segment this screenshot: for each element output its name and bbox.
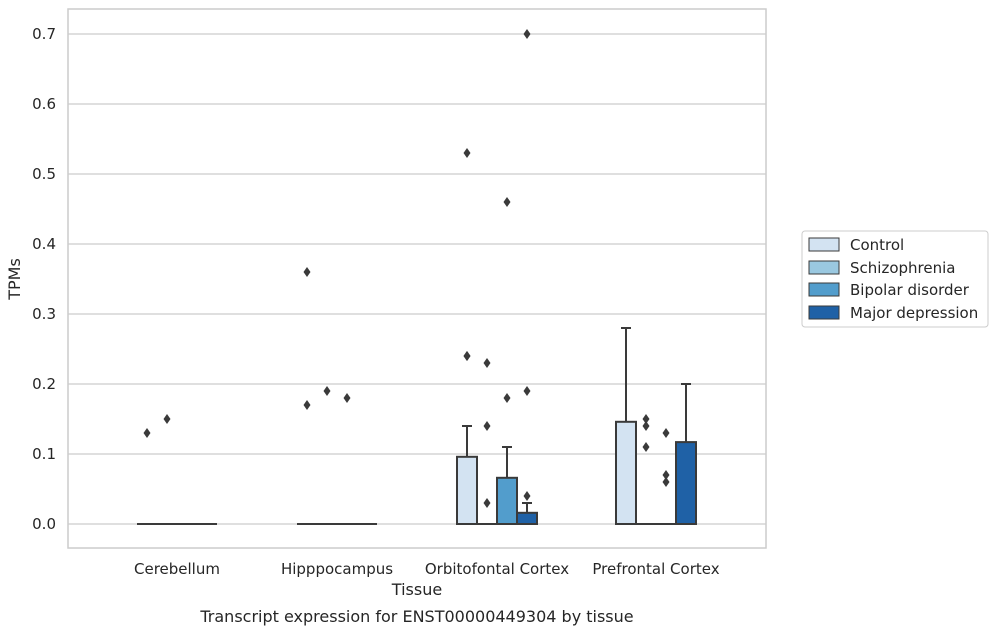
outlier-point <box>642 421 650 431</box>
outlier-point <box>662 470 670 480</box>
outlier-point <box>642 442 650 452</box>
outlier-point <box>463 148 471 158</box>
legend-swatch-control <box>808 237 840 252</box>
y-tick-label: 0.6 <box>32 95 56 113</box>
y-tick-label: 0.1 <box>32 445 56 463</box>
x-tick-label: Orbitofontal Cortex <box>425 560 569 578</box>
outlier-point <box>463 351 471 361</box>
outlier-point <box>303 400 311 410</box>
box <box>675 383 697 526</box>
box <box>456 425 478 525</box>
box-body <box>456 455 478 525</box>
y-tick-label: 0.2 <box>32 375 56 393</box>
legend-frame <box>801 230 989 328</box>
outlier-point <box>143 428 151 438</box>
legend-label-control: Control <box>850 236 904 254</box>
outlier-point <box>523 491 531 501</box>
x-tick-labels: Cerebellum Hipppocampus Orbitofontal Corte… <box>134 560 720 578</box>
outlier-point <box>483 358 491 368</box>
legend-label-schizophrenia: Schizophrenia <box>850 259 955 277</box>
legend: Control Schizophrenia Bipolar disorder M… <box>801 230 989 328</box>
outlier-point <box>483 498 491 508</box>
y-tick-label: 0.3 <box>32 305 56 323</box>
plot-frame <box>67 8 767 549</box>
y-tick-label: 0.5 <box>32 165 56 183</box>
boxes <box>137 327 697 526</box>
y-tick-label: 0.7 <box>32 25 56 43</box>
y-axis-label: TPMs <box>5 258 24 301</box>
box-body <box>675 441 697 526</box>
y-tick-labels: 0.0 0.1 0.2 0.3 0.4 0.5 0.6 0.7 <box>32 25 56 533</box>
x-tick-label: Cerebellum <box>134 560 220 578</box>
box <box>496 446 518 525</box>
x-tick-label: Hipppocampus <box>281 560 393 578</box>
legend-swatch-schizophrenia <box>808 260 840 275</box>
y-tick-label: 0.0 <box>32 515 56 533</box>
figure-caption: Transcript expression for ENST0000044930… <box>199 607 633 626</box>
box-body <box>496 476 518 525</box>
outliers <box>143 29 670 508</box>
x-axis-label: Tissue <box>391 580 442 599</box>
legend-swatch-bipolar-disorder <box>808 282 840 297</box>
outlier-point <box>483 421 491 431</box>
outlier-point <box>523 29 531 39</box>
box-body <box>516 511 538 525</box>
x-tick-label: Prefrontal Cortex <box>592 560 719 578</box>
outlier-point <box>303 267 311 277</box>
outlier-point <box>163 414 171 424</box>
outlier-point <box>323 386 331 396</box>
legend-swatch-major-depression <box>808 305 840 320</box>
outlier-point <box>662 428 670 438</box>
y-tick-label: 0.4 <box>32 235 56 253</box>
outlier-point <box>503 393 511 403</box>
box-body <box>615 420 637 525</box>
box <box>615 327 637 525</box>
outlier-point <box>523 386 531 396</box>
box <box>516 502 538 525</box>
legend-label-major-depression: Major depression <box>850 304 978 322</box>
outlier-point <box>503 197 511 207</box>
outlier-point <box>662 477 670 487</box>
legend-label-bipolar-disorder: Bipolar disorder <box>850 281 970 299</box>
outlier-point <box>343 393 351 403</box>
outlier-point <box>642 414 650 424</box>
